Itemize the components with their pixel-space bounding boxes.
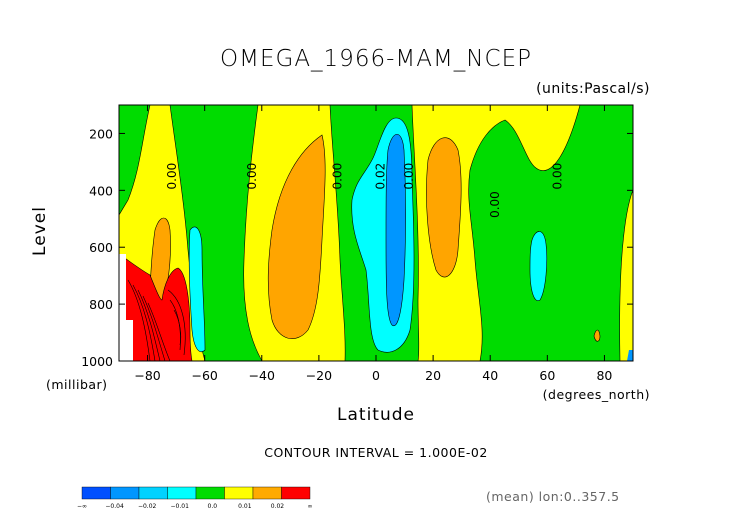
x-tick-label: 20 [425,368,441,383]
contour-interval-label: CONTOUR INTERVAL = 1.000E-02 [264,445,488,460]
dense-contour-lines [127,279,186,361]
chart-title: OMEGA_1966-MAM_NCEP [220,46,532,72]
colorbar-label: −0.01 [171,503,190,510]
x-tick-label: −60 [191,368,217,383]
x-axis-label: Latitude [337,405,415,425]
x-tick-label: 0 [372,368,380,383]
colorbar-label: −∞ [77,503,87,510]
axis-ticks: −80 −60 −40 −20 0 20 40 60 80 200 400 600 800 1000 [81,105,633,383]
contour-label: 0.00 [488,191,502,218]
region-orange-spot [593,329,601,342]
colorbar-label: −0.04 [105,503,124,510]
colorbar-label: −0.02 [138,503,157,510]
colorbar-swatch [81,486,111,500]
region-blue-speck [627,350,633,361]
region-green-band-north [468,105,633,361]
region-cyan-north [529,231,548,301]
y-tick-label: 400 [89,183,113,198]
contour-label: 0.00 [165,163,179,190]
colorbar-swatch [224,486,254,500]
colorbar-swatch [252,486,282,500]
colorbar-label: 0.01 [238,503,252,510]
y-tick-label: 1000 [81,354,113,369]
colorbar-swatch [167,486,197,500]
contour-label: 0.00 [331,163,345,190]
mean-longitude-label: (mean) lon:0..357.5 [486,489,620,504]
y-tick-label: 600 [89,240,113,255]
x-tick-label: 40 [482,368,498,383]
colorbar-label: 0.02 [271,503,285,510]
colorbar-swatch [281,486,311,500]
contour-label: 0.00 [402,163,416,190]
colorbar-swatch [138,486,168,500]
y-tick-label: 200 [89,126,113,141]
colorbar: −∞ −0.04 −0.02 −0.01 0.0 0.01 0.02 ∞ [77,486,313,510]
colorbar-swatch [195,486,225,500]
x-tick-label: −20 [306,368,332,383]
contour-label: 0.02 [374,163,388,190]
region-red-south [119,253,193,361]
region-green-band-south [169,105,263,361]
region-orange-north [426,137,462,278]
x-tick-label: −80 [134,368,160,383]
x-tick-label: 80 [596,368,612,383]
x-tick-label: −40 [249,368,275,383]
missing-data-area [119,254,133,361]
units-label: (units:Pascal/s) [536,81,650,97]
region-orange-south [267,134,326,339]
colorbar-label: 0.0 [208,503,218,510]
x-tick-label: 60 [539,368,555,383]
contour-label: 0.00 [551,163,565,190]
region-green-south-edge [119,105,151,216]
region-cyan-south [188,226,206,353]
y-axis-units-label: (millibar) [46,377,108,392]
contour-label: 0.00 [245,163,259,190]
colorbar-swatch [110,486,140,500]
x-axis-units-label: (degrees_north) [542,387,650,402]
y-tick-label: 800 [89,297,113,312]
plot-area [119,105,633,361]
contour-labels: 0.00 0.00 0.00 0.02 0.00 0.00 0.00 [165,163,564,218]
colorbar-label: ∞ [308,503,313,510]
region-blue-tropics [385,133,406,327]
